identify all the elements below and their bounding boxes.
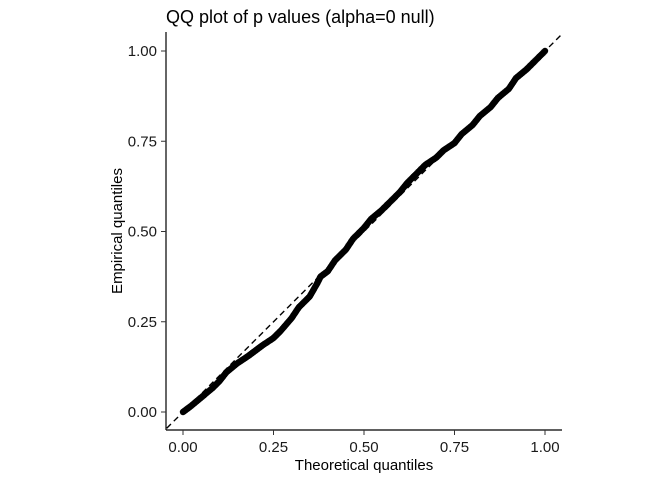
data-point — [541, 47, 549, 55]
y-tick-label: 0.00 — [128, 404, 157, 421]
chart-title: QQ plot of p values (alpha=0 null) — [166, 7, 435, 27]
x-tick-label: 0.75 — [440, 439, 469, 456]
x-tick-label: 1.00 — [530, 439, 559, 456]
x-axis-ticks: 0.00 0.25 0.50 0.75 1.00 — [168, 430, 560, 456]
x-axis-label: Theoretical quantiles — [295, 457, 433, 474]
y-tick-label: 0.25 — [128, 314, 157, 331]
y-axis-ticks: 0.00 0.25 0.50 0.75 1.00 — [128, 43, 166, 421]
x-tick-label: 0.25 — [259, 439, 288, 456]
y-tick-label: 0.75 — [128, 133, 157, 150]
x-tick-label: 0.50 — [349, 439, 378, 456]
data-points — [179, 47, 549, 416]
y-tick-label: 1.00 — [128, 43, 157, 60]
x-tick-label: 0.00 — [168, 439, 197, 456]
y-tick-label: 0.50 — [128, 224, 157, 241]
y-axis-label: Empirical quantiles — [109, 168, 126, 294]
